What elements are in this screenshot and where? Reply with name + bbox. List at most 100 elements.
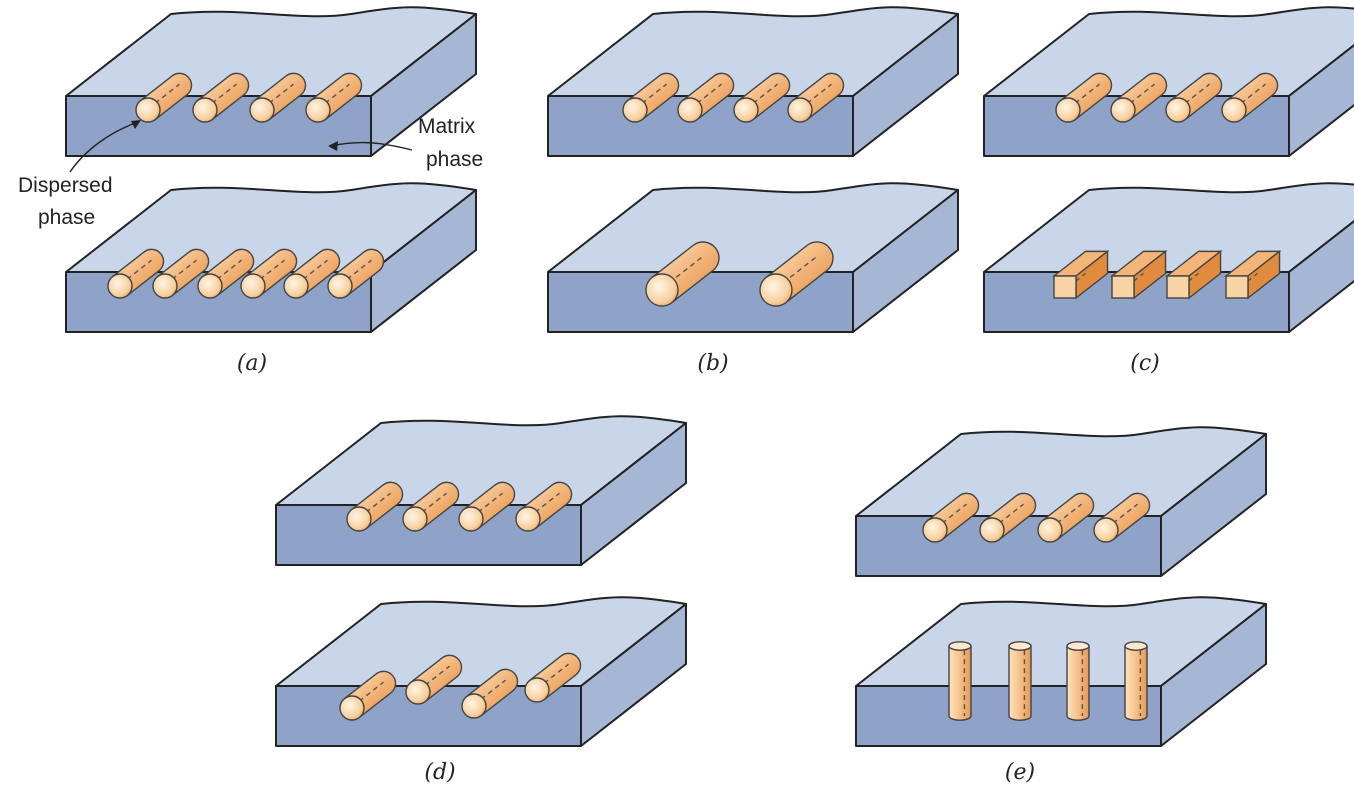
matrix-arrowhead bbox=[328, 141, 338, 151]
matrix-top-face bbox=[275, 596, 687, 687]
matrix-top-face bbox=[855, 426, 1267, 517]
vertical-fiber bbox=[948, 641, 972, 721]
fiber bbox=[622, 72, 680, 123]
fiber bbox=[458, 481, 516, 532]
fiber-hidden-edge bbox=[799, 83, 832, 110]
fiber-hidden-edge bbox=[634, 83, 667, 110]
panel-a bbox=[65, 6, 477, 333]
panel-label-d: (d) bbox=[424, 760, 455, 785]
fiber bbox=[135, 72, 193, 123]
fiber-end bbox=[1037, 517, 1063, 543]
fiber-hidden-edge bbox=[339, 259, 372, 286]
fiber bbox=[1221, 72, 1279, 123]
vertical-fiber bbox=[1008, 641, 1032, 721]
dispersed-arrow bbox=[69, 121, 139, 173]
fiber-end bbox=[327, 273, 353, 299]
matrix-top-face bbox=[983, 6, 1354, 97]
fiber bbox=[1037, 492, 1095, 543]
square-fiber-end bbox=[1225, 275, 1249, 299]
fiber bbox=[1110, 72, 1168, 123]
fiber-hidden-edge bbox=[417, 665, 450, 692]
fiber-end bbox=[240, 273, 266, 299]
vertical-fiber-end bbox=[1066, 641, 1090, 651]
fiber bbox=[733, 72, 791, 123]
panel-label-b: (b) bbox=[697, 351, 728, 376]
vertical-fiber-end bbox=[948, 641, 972, 651]
fiber bbox=[645, 241, 720, 307]
fiber-hidden-edge bbox=[745, 83, 778, 110]
fiber bbox=[787, 72, 845, 123]
panel-label-c: (c) bbox=[1130, 351, 1160, 376]
fiber-end bbox=[1110, 97, 1136, 123]
fiber-hidden-edge bbox=[119, 259, 152, 286]
fiber-hidden-edge bbox=[1067, 83, 1100, 110]
slab-c-bottom bbox=[983, 182, 1354, 333]
fiber-hidden-edge bbox=[527, 492, 560, 519]
fiber-hidden-edge bbox=[1122, 83, 1155, 110]
fiber-end bbox=[197, 273, 223, 299]
fiber-end bbox=[458, 506, 484, 532]
matrix-top-face bbox=[65, 6, 477, 97]
vertical-fiber-end bbox=[1124, 641, 1148, 651]
vertical-fiber bbox=[1066, 641, 1090, 721]
matrix-phase-label-line1: Matrix bbox=[418, 115, 476, 138]
fiber-hidden-edge bbox=[164, 259, 197, 286]
fiber-end bbox=[759, 273, 793, 307]
fiber-end bbox=[1093, 517, 1119, 543]
square-fiber-end bbox=[1111, 275, 1135, 299]
slab-b-bottom bbox=[547, 182, 959, 333]
slab-d-top bbox=[275, 415, 687, 566]
fiber bbox=[524, 652, 582, 703]
fiber-end bbox=[622, 97, 648, 123]
square-fiber-end bbox=[1053, 275, 1077, 299]
square-fiber bbox=[1109, 249, 1168, 300]
fiber bbox=[1165, 72, 1223, 123]
fiber-hidden-edge bbox=[1049, 503, 1082, 530]
fiber-end bbox=[733, 97, 759, 123]
fiber bbox=[515, 481, 573, 532]
fiber-hidden-edge bbox=[1105, 503, 1138, 530]
slab-e-bottom bbox=[855, 596, 1267, 747]
fiber-end bbox=[402, 506, 428, 532]
fiber-hidden-edge bbox=[470, 492, 503, 519]
fiber-end bbox=[305, 97, 331, 123]
fiber-hidden-edge bbox=[351, 681, 384, 708]
fiber bbox=[192, 72, 250, 123]
vertical-fiber-body bbox=[1008, 645, 1032, 721]
fiber-end bbox=[1221, 97, 1247, 123]
fiber-hidden-edge bbox=[295, 259, 328, 286]
fiber-hidden-edge bbox=[414, 492, 447, 519]
fiber-end bbox=[107, 273, 133, 299]
fiber-hidden-edge bbox=[204, 83, 237, 110]
panel-d bbox=[275, 415, 687, 747]
square-fiber-end bbox=[1166, 275, 1190, 299]
fiber-end bbox=[283, 273, 309, 299]
fiber-hidden-edge bbox=[689, 83, 722, 110]
vertical-fiber-body bbox=[948, 645, 972, 721]
annotations: Matrix phase Dispersed phase bbox=[18, 115, 483, 229]
fiber bbox=[759, 241, 834, 307]
fiber bbox=[922, 492, 980, 543]
fiber-end bbox=[922, 517, 948, 543]
vertical-fiber-body bbox=[1124, 645, 1148, 721]
dispersed-phase-label-line1: Dispersed bbox=[18, 174, 113, 197]
fiber-hidden-edge bbox=[147, 83, 180, 110]
fiber-end bbox=[524, 677, 550, 703]
matrix-phase-label-line2: phase bbox=[426, 148, 483, 171]
square-fiber bbox=[1051, 249, 1110, 300]
fiber-hidden-edge bbox=[317, 83, 350, 110]
fiber-end bbox=[192, 97, 218, 123]
fiber-end bbox=[1055, 97, 1081, 123]
fiber-hidden-edge bbox=[1177, 83, 1210, 110]
fiber-end bbox=[339, 695, 365, 721]
panel-label-a: (a) bbox=[237, 351, 267, 376]
matrix-top-face bbox=[983, 182, 1354, 273]
fiber-end bbox=[405, 679, 431, 705]
vertical-fiber bbox=[1124, 641, 1148, 721]
fiber-hidden-edge bbox=[1233, 83, 1266, 110]
fiber-hidden-edge bbox=[252, 259, 285, 286]
fiber bbox=[305, 72, 363, 123]
fiber bbox=[249, 72, 307, 123]
square-fiber bbox=[1223, 249, 1282, 300]
